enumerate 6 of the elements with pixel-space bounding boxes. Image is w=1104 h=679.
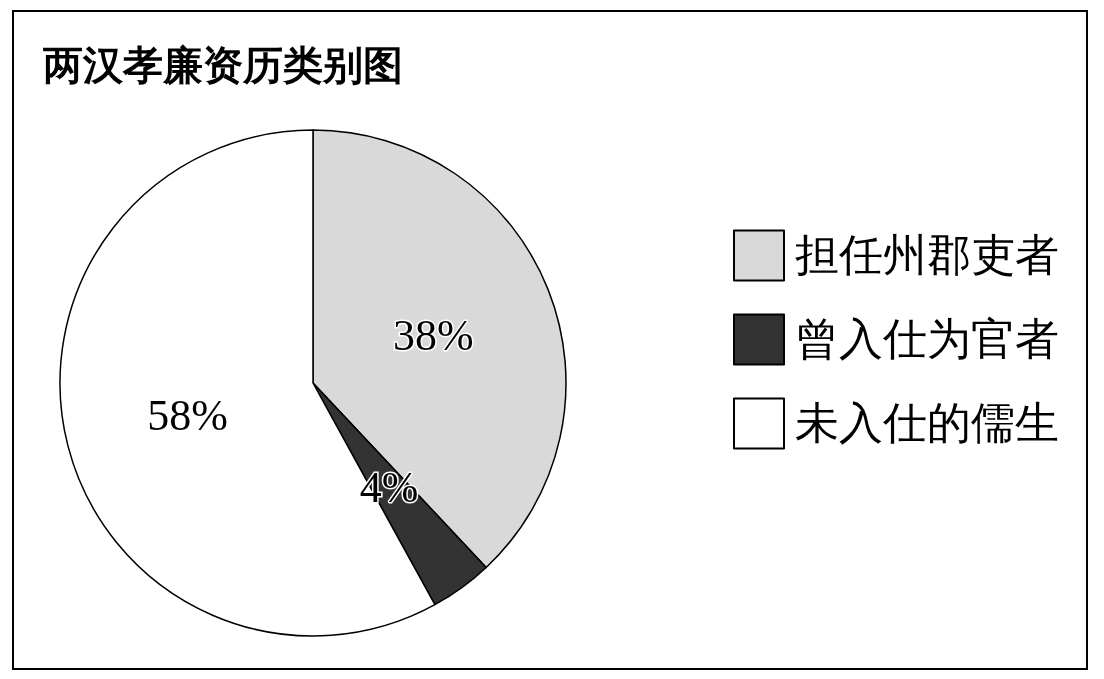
legend-label: 未入仕的儒生: [795, 399, 1059, 448]
legend-label: 曾入仕为官者: [795, 315, 1059, 364]
data-label: 58%: [147, 390, 228, 440]
legend-label: 担任州郡吏者: [795, 231, 1059, 280]
chart-title: 两汉孝廉资历类别图: [42, 42, 403, 88]
data-label: 38%: [393, 310, 474, 360]
